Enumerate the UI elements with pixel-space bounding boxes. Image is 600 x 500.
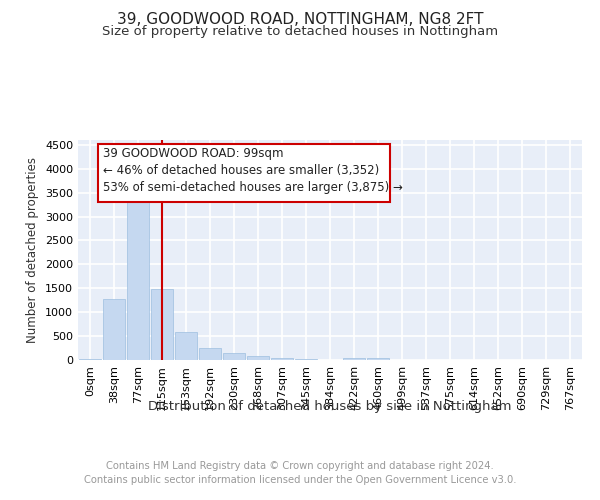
Bar (247, 356, 269, 360)
Y-axis label: Number of detached properties: Number of detached properties (26, 157, 40, 343)
Bar (79, 358, 101, 360)
Text: 39, GOODWOOD ROAD, NOTTINGHAM, NG8 2FT: 39, GOODWOOD ROAD, NOTTINGHAM, NG8 2FT (117, 12, 483, 28)
Bar (295, 359, 317, 360)
Text: 39 GOODWOOD ROAD: 99sqm
← 46% of detached houses are smaller (3,352)
53% of semi: 39 GOODWOOD ROAD: 99sqm ← 46% of detache… (103, 146, 403, 194)
Bar (367, 358, 389, 360)
FancyBboxPatch shape (98, 144, 391, 202)
Bar (271, 358, 293, 360)
Bar (223, 354, 245, 360)
Bar (151, 289, 173, 360)
Bar (175, 332, 197, 360)
Text: Size of property relative to detached houses in Nottingham: Size of property relative to detached ho… (102, 25, 498, 38)
Bar (343, 358, 365, 360)
Bar (103, 300, 125, 360)
Bar (127, 192, 149, 360)
Bar (199, 348, 221, 360)
Text: Distribution of detached houses by size in Nottingham: Distribution of detached houses by size … (148, 400, 512, 413)
Text: Contains HM Land Registry data © Crown copyright and database right 2024.
Contai: Contains HM Land Registry data © Crown c… (84, 461, 516, 485)
